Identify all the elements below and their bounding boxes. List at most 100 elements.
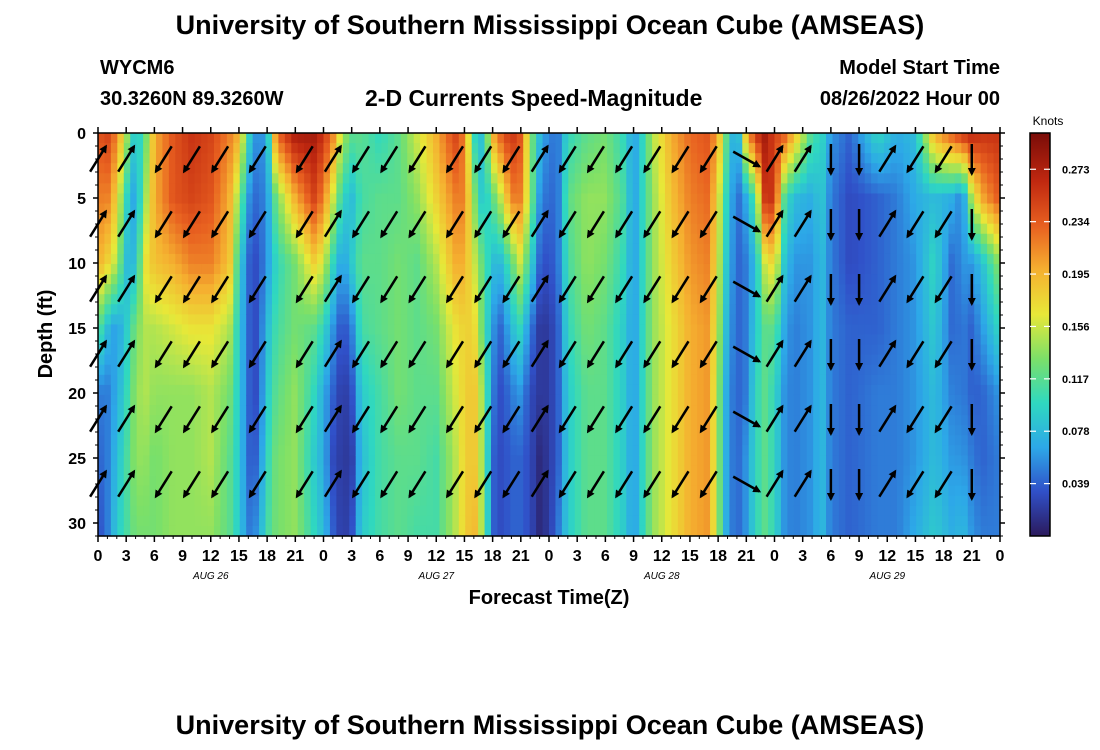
heatmap-cell (445, 223, 453, 235)
heatmap-cell (175, 213, 183, 225)
heatmap-cell (755, 284, 763, 295)
heatmap-cell (220, 304, 228, 315)
heatmap-cell (755, 515, 763, 527)
heatmap-cell (349, 133, 357, 144)
heatmap-cell (98, 485, 106, 497)
heatmap-cell (858, 153, 866, 164)
heatmap-cell (194, 173, 202, 184)
heatmap-cell (458, 505, 466, 517)
heatmap-cell (838, 415, 846, 426)
heatmap-cell (439, 525, 447, 537)
heatmap-cell (780, 364, 788, 376)
heatmap-cell (755, 435, 763, 446)
heatmap-cell (587, 284, 595, 295)
heatmap-cell (265, 173, 273, 184)
heatmap-cell (819, 374, 827, 386)
heatmap-cell (110, 334, 118, 346)
heatmap-cell (523, 505, 531, 517)
heatmap-cell (864, 263, 872, 275)
heatmap-cell (813, 193, 821, 205)
heatmap-cell (400, 153, 408, 164)
heatmap-cell (555, 253, 563, 265)
heatmap-cell (845, 525, 853, 537)
heatmap-cell (201, 304, 209, 315)
heatmap-cell (510, 223, 518, 235)
heatmap-cell (516, 324, 524, 336)
heatmap-cell (619, 425, 627, 436)
heatmap-cell (368, 354, 376, 366)
heatmap-cell (851, 405, 859, 416)
heatmap-cell (626, 465, 634, 477)
heatmap-cell (310, 344, 318, 356)
heatmap-cell (594, 314, 602, 326)
heatmap-cell (368, 505, 376, 517)
heatmap-cell (433, 425, 441, 436)
heatmap-cell (484, 445, 492, 456)
heatmap-cell (452, 374, 460, 386)
heatmap-cell (671, 314, 679, 326)
heatmap-cell (452, 334, 460, 346)
heatmap-cell (510, 173, 518, 184)
heatmap-cell (677, 314, 685, 326)
heatmap-cell (523, 263, 531, 275)
heatmap-cell (606, 243, 615, 255)
heatmap-cell (278, 394, 286, 406)
heatmap-cell (387, 324, 395, 336)
heatmap-cell (819, 143, 827, 154)
heatmap-cell (864, 354, 872, 366)
heatmap-cell (735, 324, 743, 336)
heatmap-cell (278, 223, 286, 235)
heatmap-cell (452, 253, 460, 265)
heatmap-cell (832, 415, 840, 426)
heatmap-cell (877, 243, 885, 255)
heatmap-cell (168, 455, 176, 467)
heatmap-cell (323, 223, 331, 235)
heatmap-cell (710, 163, 718, 174)
heatmap-cell (239, 263, 247, 275)
heatmap-cell (510, 405, 518, 416)
heatmap-cell (716, 284, 724, 295)
heatmap-cell (800, 173, 808, 184)
heatmap-cell (239, 294, 247, 305)
heatmap-cell (671, 173, 679, 184)
heatmap-cell (671, 455, 679, 467)
heatmap-cell (626, 324, 634, 336)
heatmap-cell (226, 253, 234, 265)
heatmap-cell (703, 465, 711, 477)
heatmap-cell (188, 133, 196, 144)
heatmap-cell (246, 344, 254, 356)
heatmap-cell (458, 133, 466, 144)
heatmap-cell (304, 263, 312, 275)
heatmap-cell (652, 525, 660, 537)
heatmap-cell (658, 344, 666, 356)
heatmap-cell (845, 203, 853, 215)
heatmap-cell (497, 405, 505, 416)
heatmap-cell (317, 505, 325, 517)
heatmap-cell (503, 334, 511, 346)
heatmap-cell (671, 274, 679, 285)
heatmap-cell (851, 314, 859, 326)
heatmap-cell (871, 274, 879, 285)
heatmap-cell (162, 183, 170, 195)
heatmap-cell (420, 294, 428, 305)
heatmap-cell (832, 223, 840, 235)
heatmap-cell (149, 485, 157, 497)
heatmap-cell (606, 173, 615, 184)
heatmap-cell (323, 314, 331, 326)
heatmap-cell (787, 384, 795, 396)
heatmap-cell (845, 294, 853, 305)
heatmap-cell (439, 233, 447, 245)
heatmap-cell (426, 455, 434, 467)
heatmap-cell (201, 314, 209, 326)
heatmap-cell (664, 284, 673, 295)
heatmap-cell (523, 274, 531, 285)
heatmap-cell (626, 394, 634, 406)
heatmap-cell (864, 475, 872, 487)
heatmap-cell (684, 374, 692, 386)
heatmap-cell (394, 435, 402, 446)
heatmap-cell (291, 455, 299, 467)
heatmap-cell (98, 374, 106, 386)
heatmap-cell (98, 525, 106, 537)
heatmap-cell (452, 173, 460, 184)
heatmap-cell (497, 223, 505, 235)
